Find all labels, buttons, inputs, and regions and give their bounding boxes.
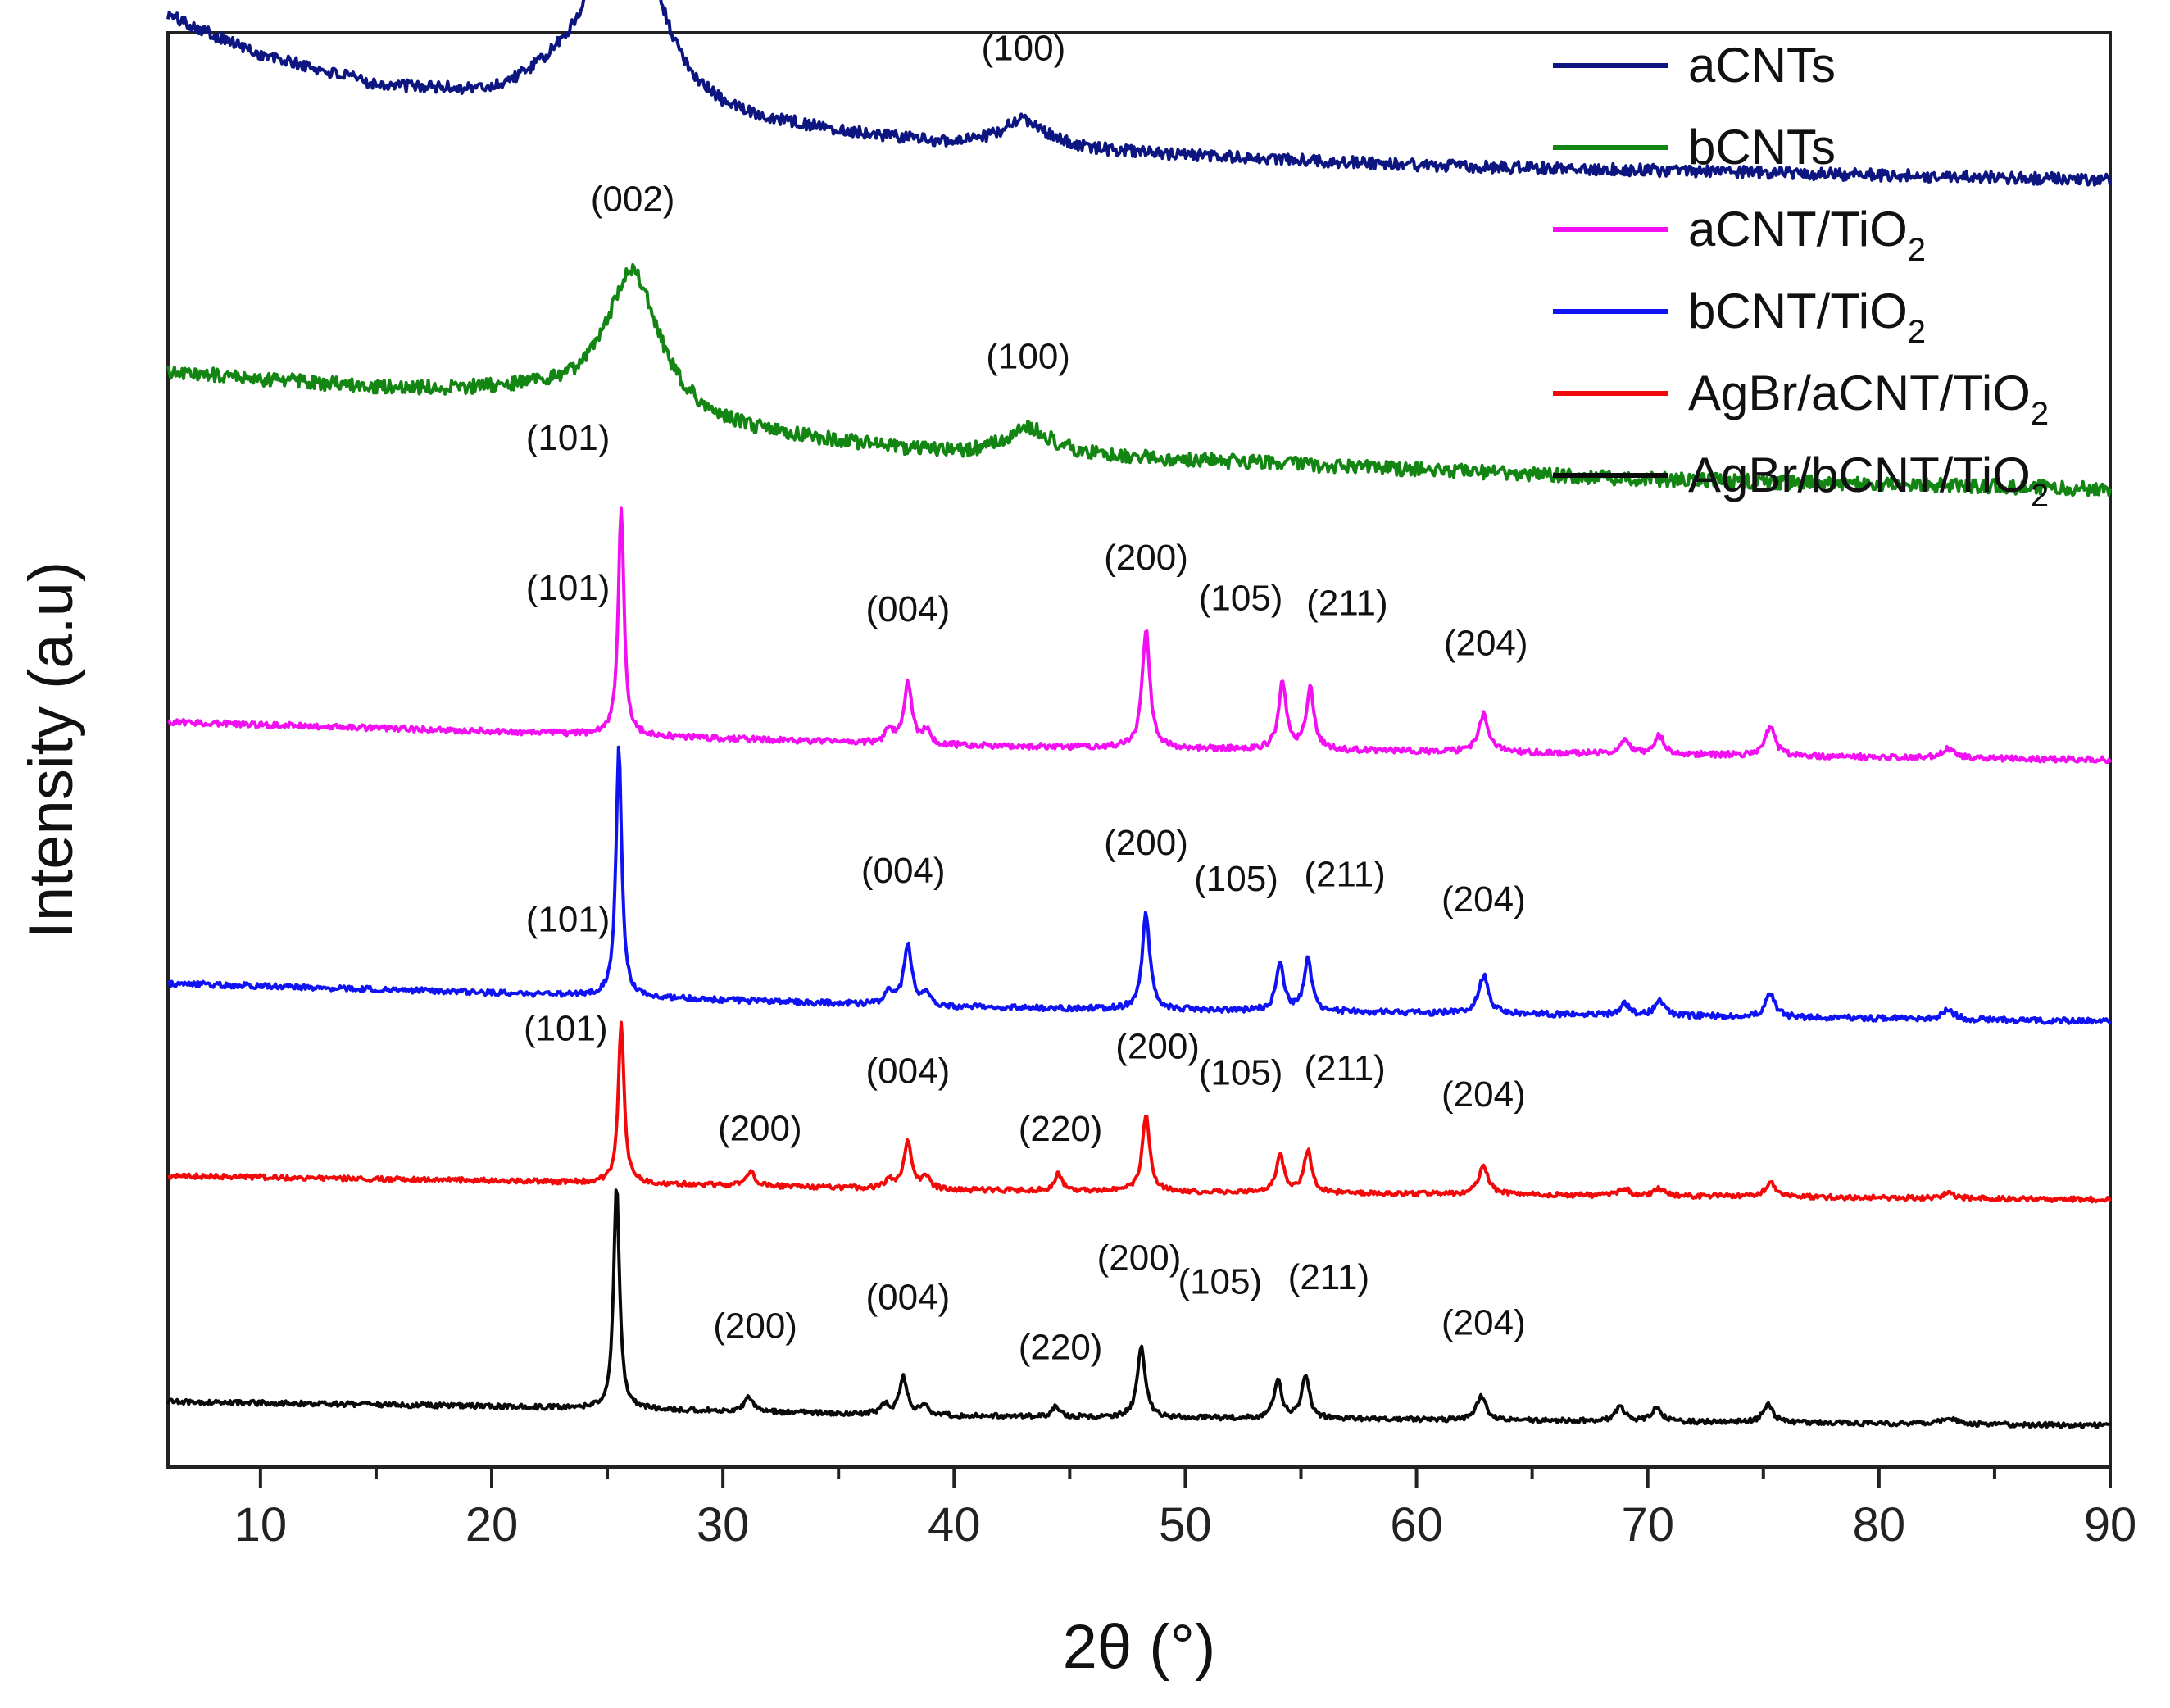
- peak-label: (101): [526, 418, 611, 458]
- series-line-agbr-bcnt-tio2: [166, 1188, 2111, 1429]
- peak-label: (200): [1097, 1238, 1182, 1279]
- x-tick-label: 60: [1390, 1498, 1443, 1551]
- peak-label: (105): [1199, 1052, 1283, 1092]
- series-line-bcnts: [166, 262, 2112, 497]
- series-line-agbr-acnt-tio2: [167, 1020, 2112, 1204]
- peak-label: (200): [713, 1306, 797, 1346]
- peak-label: (101): [526, 899, 611, 939]
- series-line-bcnt-tio2: [166, 745, 2112, 1025]
- series-line-acnts: [166, 0, 2112, 187]
- peak-label: (220): [1019, 1328, 1103, 1368]
- y-axis-title: Intensity (a.u): [16, 561, 86, 938]
- x-tick-label: 20: [465, 1498, 519, 1551]
- series-line-acnt-tio2: [167, 506, 2112, 765]
- peak-label: (004): [866, 589, 951, 629]
- peak-label: (002): [591, 179, 675, 220]
- peak-label: (211): [1306, 583, 1387, 623]
- x-tick-label: 30: [697, 1498, 750, 1551]
- peak-label: (200): [1104, 538, 1188, 578]
- legend-label: bCNT/TiO2: [1688, 284, 1926, 350]
- legend-label: aCNTs: [1688, 38, 1836, 93]
- peak-label: (211): [1304, 1048, 1385, 1088]
- x-tick-label: 40: [928, 1498, 981, 1551]
- peak-label: (211): [1288, 1257, 1369, 1297]
- peak-label: (204): [1444, 623, 1528, 663]
- legend-label: AgBr/bCNT/TiO2: [1688, 447, 2049, 514]
- peak-label: (204): [1441, 1074, 1526, 1115]
- peak-label: (220): [1019, 1109, 1103, 1149]
- plot-frame: [166, 31, 2112, 1469]
- x-tick-label: 80: [1853, 1498, 1906, 1551]
- legend-label: bCNTs: [1688, 120, 1836, 175]
- x-axis-title: 2θ (°): [1063, 1612, 1216, 1682]
- peak-label: (204): [1441, 1302, 1526, 1342]
- peak-label: (101): [526, 568, 611, 608]
- legend: aCNTs bCNTs aCNT/TiO2 bCNT/TiO2 AgBr/aCNT/Ti…: [1553, 38, 2049, 514]
- peak-label: (004): [866, 1277, 951, 1317]
- peak-label: (100): [986, 336, 1070, 376]
- peak-label: (004): [866, 1052, 951, 1092]
- peak-label: (204): [1441, 879, 1526, 920]
- legend-label: aCNT/TiO2: [1688, 202, 1926, 268]
- series-layer: [166, 0, 2112, 1429]
- x-tick-label: 70: [1621, 1498, 1674, 1551]
- peak-label: (211): [1304, 855, 1385, 895]
- peak-label: (105): [1194, 859, 1278, 899]
- peak-label: (200): [1115, 1026, 1200, 1066]
- peak-annotations: (002)(100)(002)(100)(101)(004)(200)(105)…: [524, 28, 1528, 1368]
- peak-label: (105): [1199, 578, 1283, 618]
- peak-label: (200): [718, 1109, 802, 1149]
- x-tick-label: 10: [234, 1498, 288, 1551]
- x-axis: 10 20 30 40 50 60 70 80 90: [234, 1467, 2137, 1551]
- x-tick-label: 50: [1159, 1498, 1212, 1551]
- peak-label: (200): [1104, 823, 1188, 863]
- peak-label: (101): [524, 1009, 608, 1049]
- peak-label: (100): [982, 28, 1066, 68]
- peak-label: (004): [861, 851, 946, 891]
- peak-label: (105): [1178, 1262, 1262, 1302]
- legend-label: AgBr/aCNT/TiO2: [1688, 366, 2049, 432]
- x-tick-label: 90: [2084, 1498, 2137, 1551]
